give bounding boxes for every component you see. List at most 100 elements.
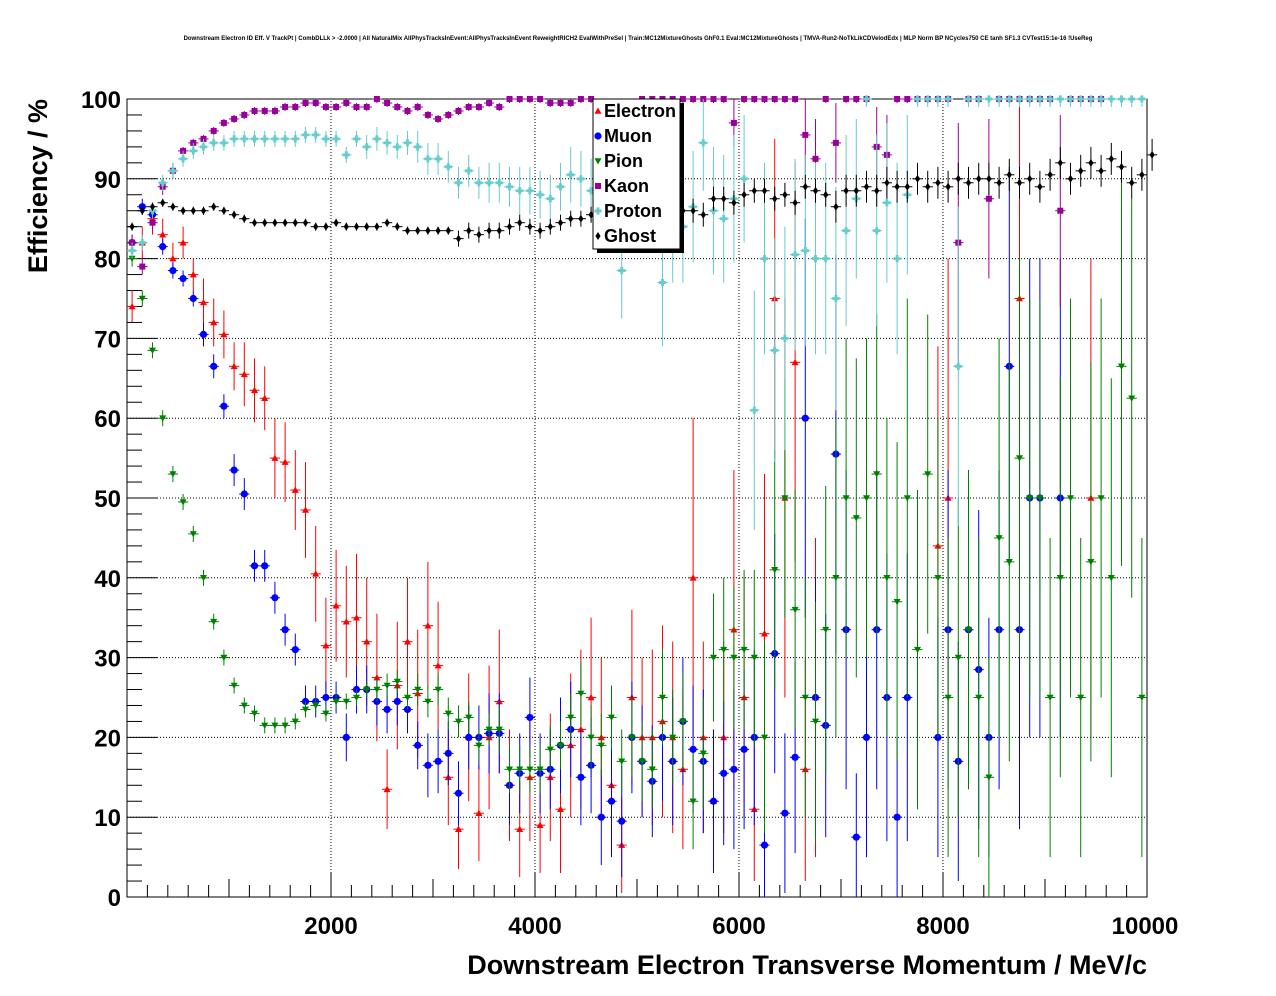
muon-point: [760, 841, 769, 849]
kaon-point: [210, 127, 217, 134]
kaon-point: [802, 131, 809, 138]
proton-point: [567, 171, 575, 179]
kaon-point: [261, 107, 268, 114]
proton-point: [811, 255, 820, 263]
ghost-point: [221, 206, 227, 215]
electron-point: [291, 486, 299, 493]
proton-point: [261, 135, 269, 143]
ghost-point: [343, 222, 349, 231]
electron-point: [373, 674, 381, 681]
kaon-point: [435, 115, 442, 122]
ghost-point: [384, 218, 390, 227]
pion-point: [455, 718, 462, 725]
proton-point: [465, 167, 473, 175]
ghost-point: [578, 214, 584, 223]
proton-point: [199, 143, 208, 151]
pion-point: [1087, 559, 1095, 566]
electron-point: [332, 602, 340, 609]
pion-point: [373, 686, 381, 694]
proton-point: [281, 135, 289, 143]
pion-point: [485, 726, 493, 733]
proton-point: [1056, 95, 1064, 103]
pion-point: [1067, 495, 1074, 502]
pion-point: [220, 654, 228, 662]
kaon-point: [904, 96, 911, 102]
ghost-point: [251, 218, 258, 227]
kaon-point: [1057, 207, 1064, 214]
ghost-point: [272, 218, 278, 227]
ghost-point: [792, 198, 798, 207]
muon-point: [454, 789, 463, 797]
proton-point: [1138, 95, 1146, 103]
proton-point: [1015, 95, 1024, 103]
proton-point: [1005, 95, 1013, 103]
ghost-point: [751, 186, 757, 195]
pion-point: [638, 758, 646, 765]
kaon-point: [751, 96, 758, 102]
pion-point: [149, 347, 156, 354]
muon-point: [862, 733, 871, 742]
pion-point: [597, 742, 605, 749]
proton-point: [454, 179, 463, 187]
ghost-point: [394, 222, 400, 231]
pion-series: [127, 166, 1147, 897]
pion-point: [536, 766, 544, 773]
kaon-point: [547, 99, 554, 106]
ghost-point: [690, 206, 696, 215]
muon-point: [709, 797, 718, 805]
ghost-point: [374, 222, 380, 231]
ghost-point: [863, 182, 870, 191]
pion-point: [230, 682, 238, 690]
y-tick-label: 100: [81, 87, 121, 114]
kaon-point: [690, 96, 697, 102]
pion-point: [842, 495, 850, 502]
legend-kaon-marker: [595, 183, 601, 189]
pion-point: [495, 726, 503, 733]
proton-point: [587, 187, 595, 195]
pion-point: [240, 702, 248, 709]
kaon-point: [282, 103, 289, 110]
y-tick-label: 50: [94, 486, 121, 513]
ghost-point: [996, 178, 1002, 187]
electron-point: [557, 805, 564, 813]
electron-point: [230, 362, 238, 370]
kaon-point: [302, 99, 309, 106]
pion-point: [914, 646, 921, 654]
ghost-point: [1047, 170, 1053, 179]
proton-point: [495, 179, 503, 187]
pion-point: [434, 686, 442, 694]
kaon-point: [251, 107, 258, 114]
y-tick-label: 40: [94, 566, 121, 593]
muon-point: [220, 402, 228, 410]
electron-point: [240, 370, 248, 378]
pion-point: [822, 626, 830, 634]
muon-point: [618, 817, 626, 825]
ghost-point: [955, 174, 961, 183]
proton-point: [995, 95, 1003, 103]
kaon-point: [537, 96, 544, 102]
y-tick-label: 30: [94, 646, 121, 673]
proton-point: [954, 362, 962, 370]
x-tick-label: 6000: [712, 913, 765, 940]
electron-point: [353, 614, 360, 621]
pion-point: [159, 415, 167, 422]
kaon-point: [343, 99, 350, 106]
pion-point: [965, 626, 972, 634]
ghost-point: [190, 206, 196, 215]
pion-point: [934, 575, 942, 582]
electron-point: [577, 725, 585, 733]
kaon-point: [771, 96, 778, 102]
pion-point: [465, 714, 473, 721]
ghost-point: [1129, 178, 1135, 187]
electron-point: [200, 298, 207, 306]
muon-point: [189, 294, 197, 303]
muon-point: [791, 753, 799, 761]
proton-point: [536, 191, 544, 199]
proton-point: [373, 135, 381, 143]
proton-point: [220, 139, 228, 147]
pion-point: [332, 698, 340, 705]
ghost-point: [200, 206, 207, 215]
pion-point: [251, 710, 258, 717]
ghost-point: [884, 178, 890, 187]
